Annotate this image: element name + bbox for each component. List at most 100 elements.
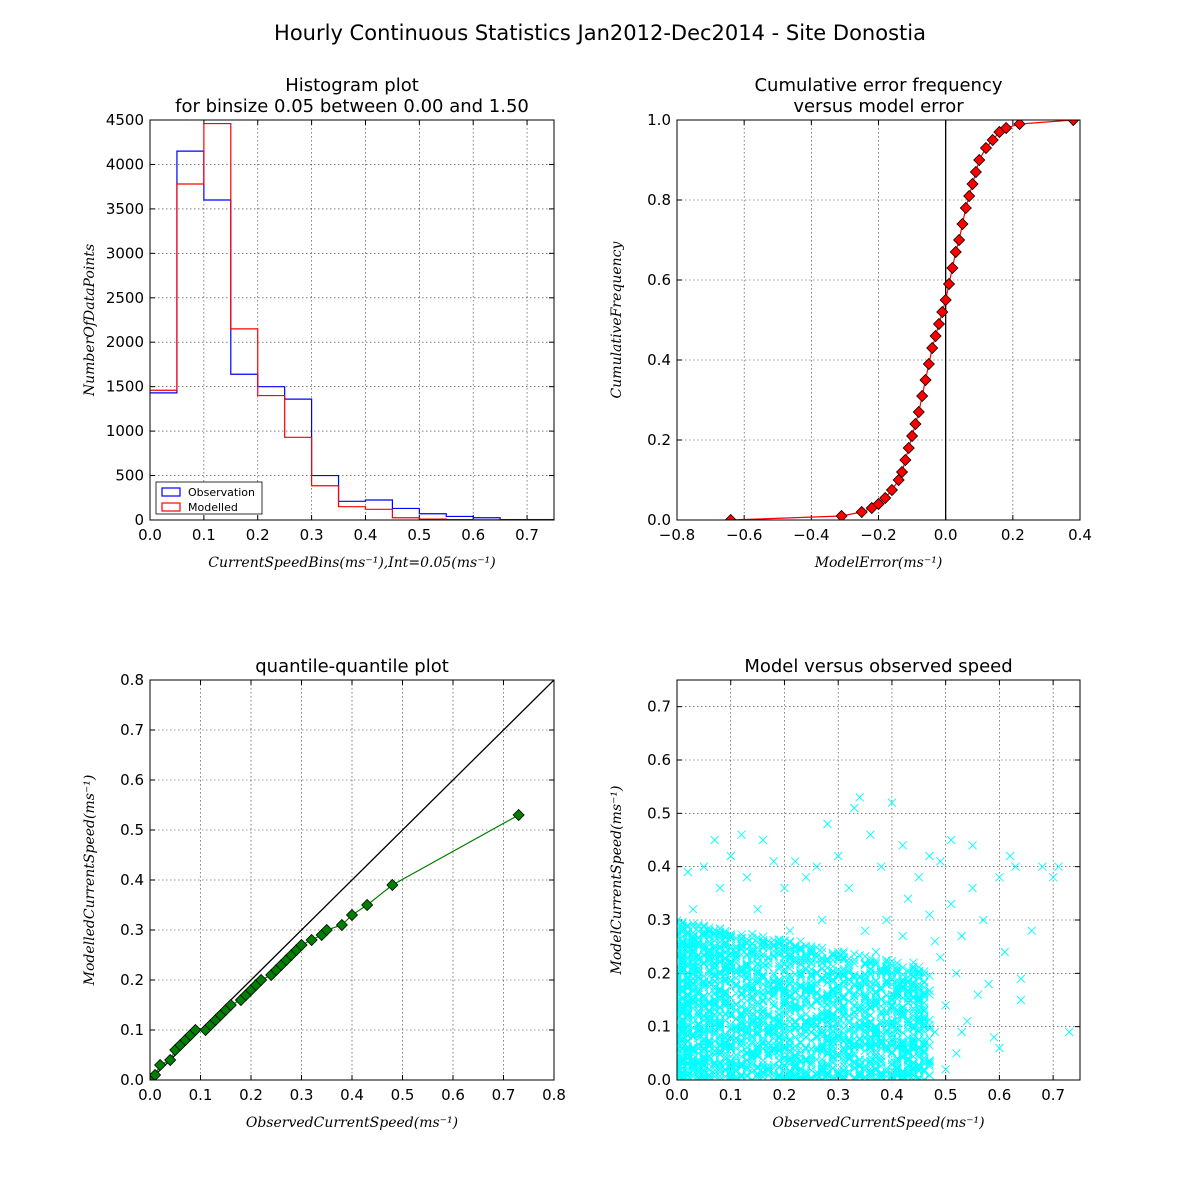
y-tick-label: 4000 bbox=[106, 155, 144, 173]
scatter-point bbox=[828, 1063, 838, 1073]
scatter-point bbox=[828, 1056, 838, 1066]
scatter-point bbox=[780, 965, 789, 974]
scatter-point bbox=[871, 988, 881, 998]
diamond-marker bbox=[879, 491, 892, 505]
scatter-point bbox=[678, 950, 687, 959]
scatter-point bbox=[742, 959, 752, 969]
scatter-point bbox=[704, 1011, 714, 1021]
scatter-point bbox=[989, 1033, 999, 1042]
scatter-point bbox=[785, 1059, 795, 1069]
axes-frame bbox=[676, 119, 1081, 521]
scatter-point bbox=[688, 938, 698, 948]
scatter-point bbox=[742, 1056, 752, 1066]
scatter-point bbox=[747, 1026, 757, 1035]
scatter-point bbox=[726, 1072, 736, 1080]
scatter-point bbox=[742, 973, 752, 982]
scatter-point bbox=[914, 1017, 924, 1027]
scatter-point bbox=[882, 1006, 891, 1016]
scatter-point bbox=[1027, 926, 1036, 935]
scatter-point bbox=[892, 1070, 902, 1080]
diamond-marker bbox=[224, 998, 237, 1012]
scatter-point bbox=[677, 952, 682, 962]
cumulative-error-panel: −0.8 −0.6 −0.4 −0.2 0.0 0.2 0.4 0.0 0.2 0.4 0.6 0.8… bbox=[609, 75, 1092, 571]
scatter-point bbox=[677, 951, 682, 960]
scatter-point bbox=[747, 946, 757, 955]
scatter-point bbox=[726, 930, 736, 939]
scatter-point bbox=[742, 873, 752, 882]
scatter-point bbox=[887, 1018, 897, 1027]
scatter-point bbox=[753, 1023, 762, 1032]
scatter-point bbox=[850, 970, 859, 980]
scatter-point bbox=[860, 1022, 870, 1031]
legend-box bbox=[155, 481, 263, 515]
diamond-marker bbox=[295, 938, 308, 952]
scatter-point bbox=[892, 1043, 902, 1053]
scatter-point bbox=[855, 981, 865, 991]
scatter-point bbox=[774, 1072, 784, 1080]
scatter-point bbox=[721, 990, 730, 1000]
qq-plot-panel: 0.0 0.1 0.2 0.3 0.4 0.5 0.6 0.7 0.8 0.0 0.1 0.2 0.3 0… bbox=[82, 656, 566, 1131]
y-tick-label: 0.7 bbox=[647, 698, 671, 716]
diamond-marker bbox=[320, 923, 333, 937]
diamond-marker bbox=[916, 389, 929, 403]
scatter-point bbox=[694, 979, 703, 989]
scatter-point bbox=[807, 984, 816, 993]
scatter-point bbox=[801, 986, 811, 996]
scatter-point bbox=[677, 969, 682, 979]
scatter-point bbox=[850, 1008, 859, 1018]
scatter-point bbox=[764, 944, 773, 953]
scatter-point bbox=[812, 997, 822, 1006]
scatter-point bbox=[677, 962, 682, 971]
scatter-point bbox=[747, 993, 757, 1003]
scatter-point bbox=[731, 968, 741, 977]
scatter-point bbox=[753, 1045, 762, 1054]
scatter-point bbox=[871, 976, 881, 985]
scatter-point bbox=[688, 995, 698, 1005]
scatter-point bbox=[721, 942, 730, 952]
scatter-point bbox=[871, 996, 881, 1006]
scatter-point bbox=[984, 979, 993, 989]
scatter-point bbox=[860, 1012, 870, 1022]
y-tick-label: 2000 bbox=[106, 333, 144, 351]
scatter-point bbox=[919, 1003, 929, 1012]
scatter-point bbox=[801, 1043, 811, 1053]
scatter-point bbox=[925, 1056, 934, 1066]
scatter-point bbox=[764, 1047, 773, 1057]
x-axis-label: ObservedCurrentSpeed(ms⁻¹) bbox=[246, 1115, 458, 1131]
scatter-point bbox=[774, 950, 784, 960]
scatter-point bbox=[699, 922, 709, 932]
y-tick-label: 500 bbox=[115, 467, 144, 485]
scatter-point bbox=[839, 1058, 848, 1067]
scatter-point bbox=[817, 1024, 827, 1034]
y-tick-label: 0.4 bbox=[120, 871, 144, 889]
scatter-point bbox=[866, 1073, 875, 1080]
scatter-point bbox=[839, 969, 848, 979]
axes-frame bbox=[676, 679, 1081, 1081]
scatter-point bbox=[807, 1051, 816, 1060]
scatter-point bbox=[677, 1033, 682, 1043]
scatter-point bbox=[995, 873, 1004, 882]
scatter-point bbox=[828, 1074, 838, 1080]
x-tick-label: 0.4 bbox=[340, 1086, 364, 1104]
scatter-point bbox=[925, 910, 934, 919]
scatter-point bbox=[866, 977, 875, 987]
scatter-point bbox=[731, 1033, 741, 1043]
scatter-point bbox=[677, 972, 682, 981]
scatter-point bbox=[688, 964, 698, 974]
scatter-point bbox=[898, 841, 907, 850]
panel-title: Model versus observed speed bbox=[744, 656, 1012, 677]
scatter-point bbox=[764, 937, 773, 946]
scatter-point bbox=[699, 1072, 709, 1080]
scatter-point bbox=[774, 984, 784, 993]
scatter-point bbox=[876, 1068, 886, 1077]
scatter-point bbox=[866, 1033, 875, 1042]
scatter-point bbox=[699, 1002, 709, 1011]
scatter-point bbox=[823, 1013, 832, 1023]
scatter-point bbox=[833, 1013, 843, 1022]
scatter-point bbox=[903, 1017, 913, 1027]
scatter-point bbox=[850, 992, 859, 1001]
scatter-point bbox=[876, 984, 886, 994]
scatter-point bbox=[892, 977, 902, 987]
scatter-point bbox=[699, 939, 709, 949]
scatter-point bbox=[688, 1018, 698, 1028]
